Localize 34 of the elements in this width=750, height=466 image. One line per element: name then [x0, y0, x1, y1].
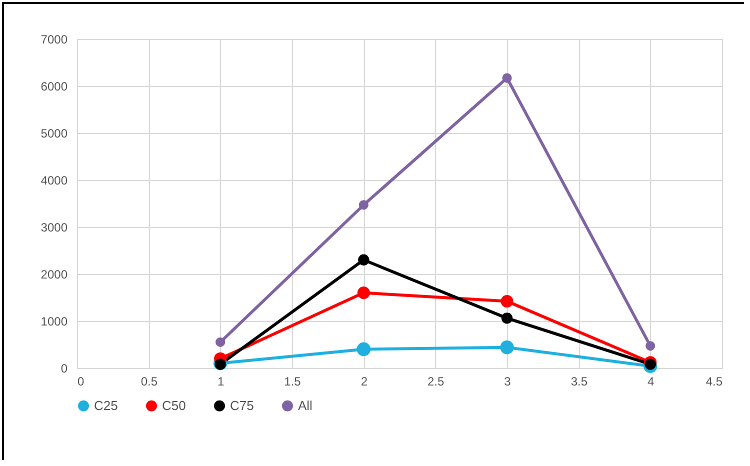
y-tick-label: 0	[60, 362, 68, 376]
y-tick-label: 1000	[40, 314, 68, 328]
x-tick-label: 0	[78, 374, 84, 388]
legend-label: All	[298, 398, 313, 413]
x-tick-label: 4.5	[706, 374, 723, 388]
y-tick-label: 7000	[40, 32, 68, 46]
point	[501, 312, 513, 324]
x-tick-label: 1	[217, 374, 224, 388]
y-tick-label: 4000	[40, 174, 68, 188]
legend-label: C25	[94, 398, 118, 413]
point	[356, 342, 371, 356]
point	[357, 286, 370, 300]
x-tick-label: 2.5	[427, 374, 444, 388]
legend-label: C75	[230, 398, 254, 413]
y-tick-label: 5000	[40, 126, 68, 140]
point	[214, 358, 226, 370]
y-tick-label: 3000	[40, 220, 68, 234]
y-tick-label: 6000	[40, 80, 68, 94]
x-tick-label: 3.5	[570, 374, 588, 388]
x-tick-label: 4	[647, 374, 654, 388]
point	[500, 294, 514, 308]
point	[644, 358, 656, 370]
legend-label: C50	[162, 398, 186, 413]
point	[646, 341, 656, 351]
point	[216, 337, 226, 347]
x-tick-label: 0.5	[140, 374, 158, 388]
point	[500, 340, 514, 354]
point	[502, 73, 512, 83]
x-tick-label: 3	[504, 374, 512, 388]
point	[358, 200, 368, 210]
x-tick-label: 1.5	[284, 374, 302, 388]
y-tick-label: 2000	[40, 268, 68, 282]
x-tick-label: 2	[360, 374, 368, 388]
point	[358, 254, 370, 266]
